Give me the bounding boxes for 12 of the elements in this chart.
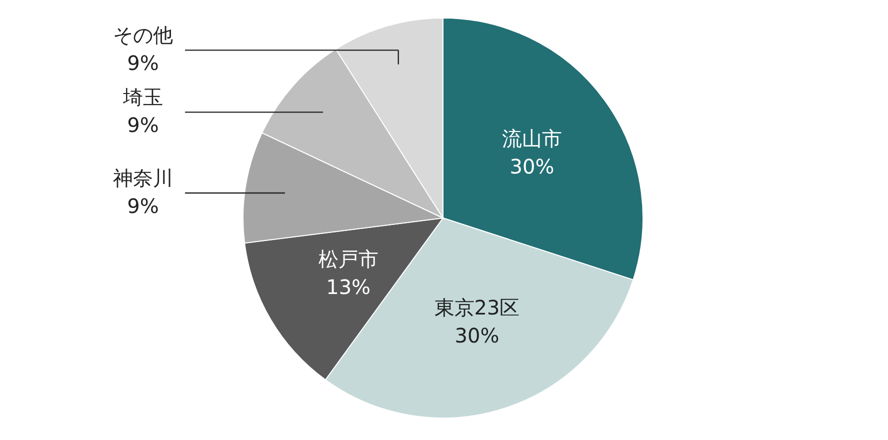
data-label: 13% <box>326 274 371 299</box>
slice-label: 流山市 <box>502 126 562 150</box>
slice-label: その他 <box>113 23 173 48</box>
data-label: 30% <box>454 324 500 348</box>
slice-label: 神奈川 <box>113 166 173 190</box>
data-label: 30% <box>510 154 554 178</box>
data-label: 9% <box>127 51 159 76</box>
slice-label: 松戸市 <box>318 246 378 271</box>
slice-label: 東京23区 <box>434 296 520 320</box>
data-label: 9% <box>127 113 159 138</box>
data-label: 9% <box>127 194 159 218</box>
slice-label: 埼玉 <box>122 85 163 110</box>
